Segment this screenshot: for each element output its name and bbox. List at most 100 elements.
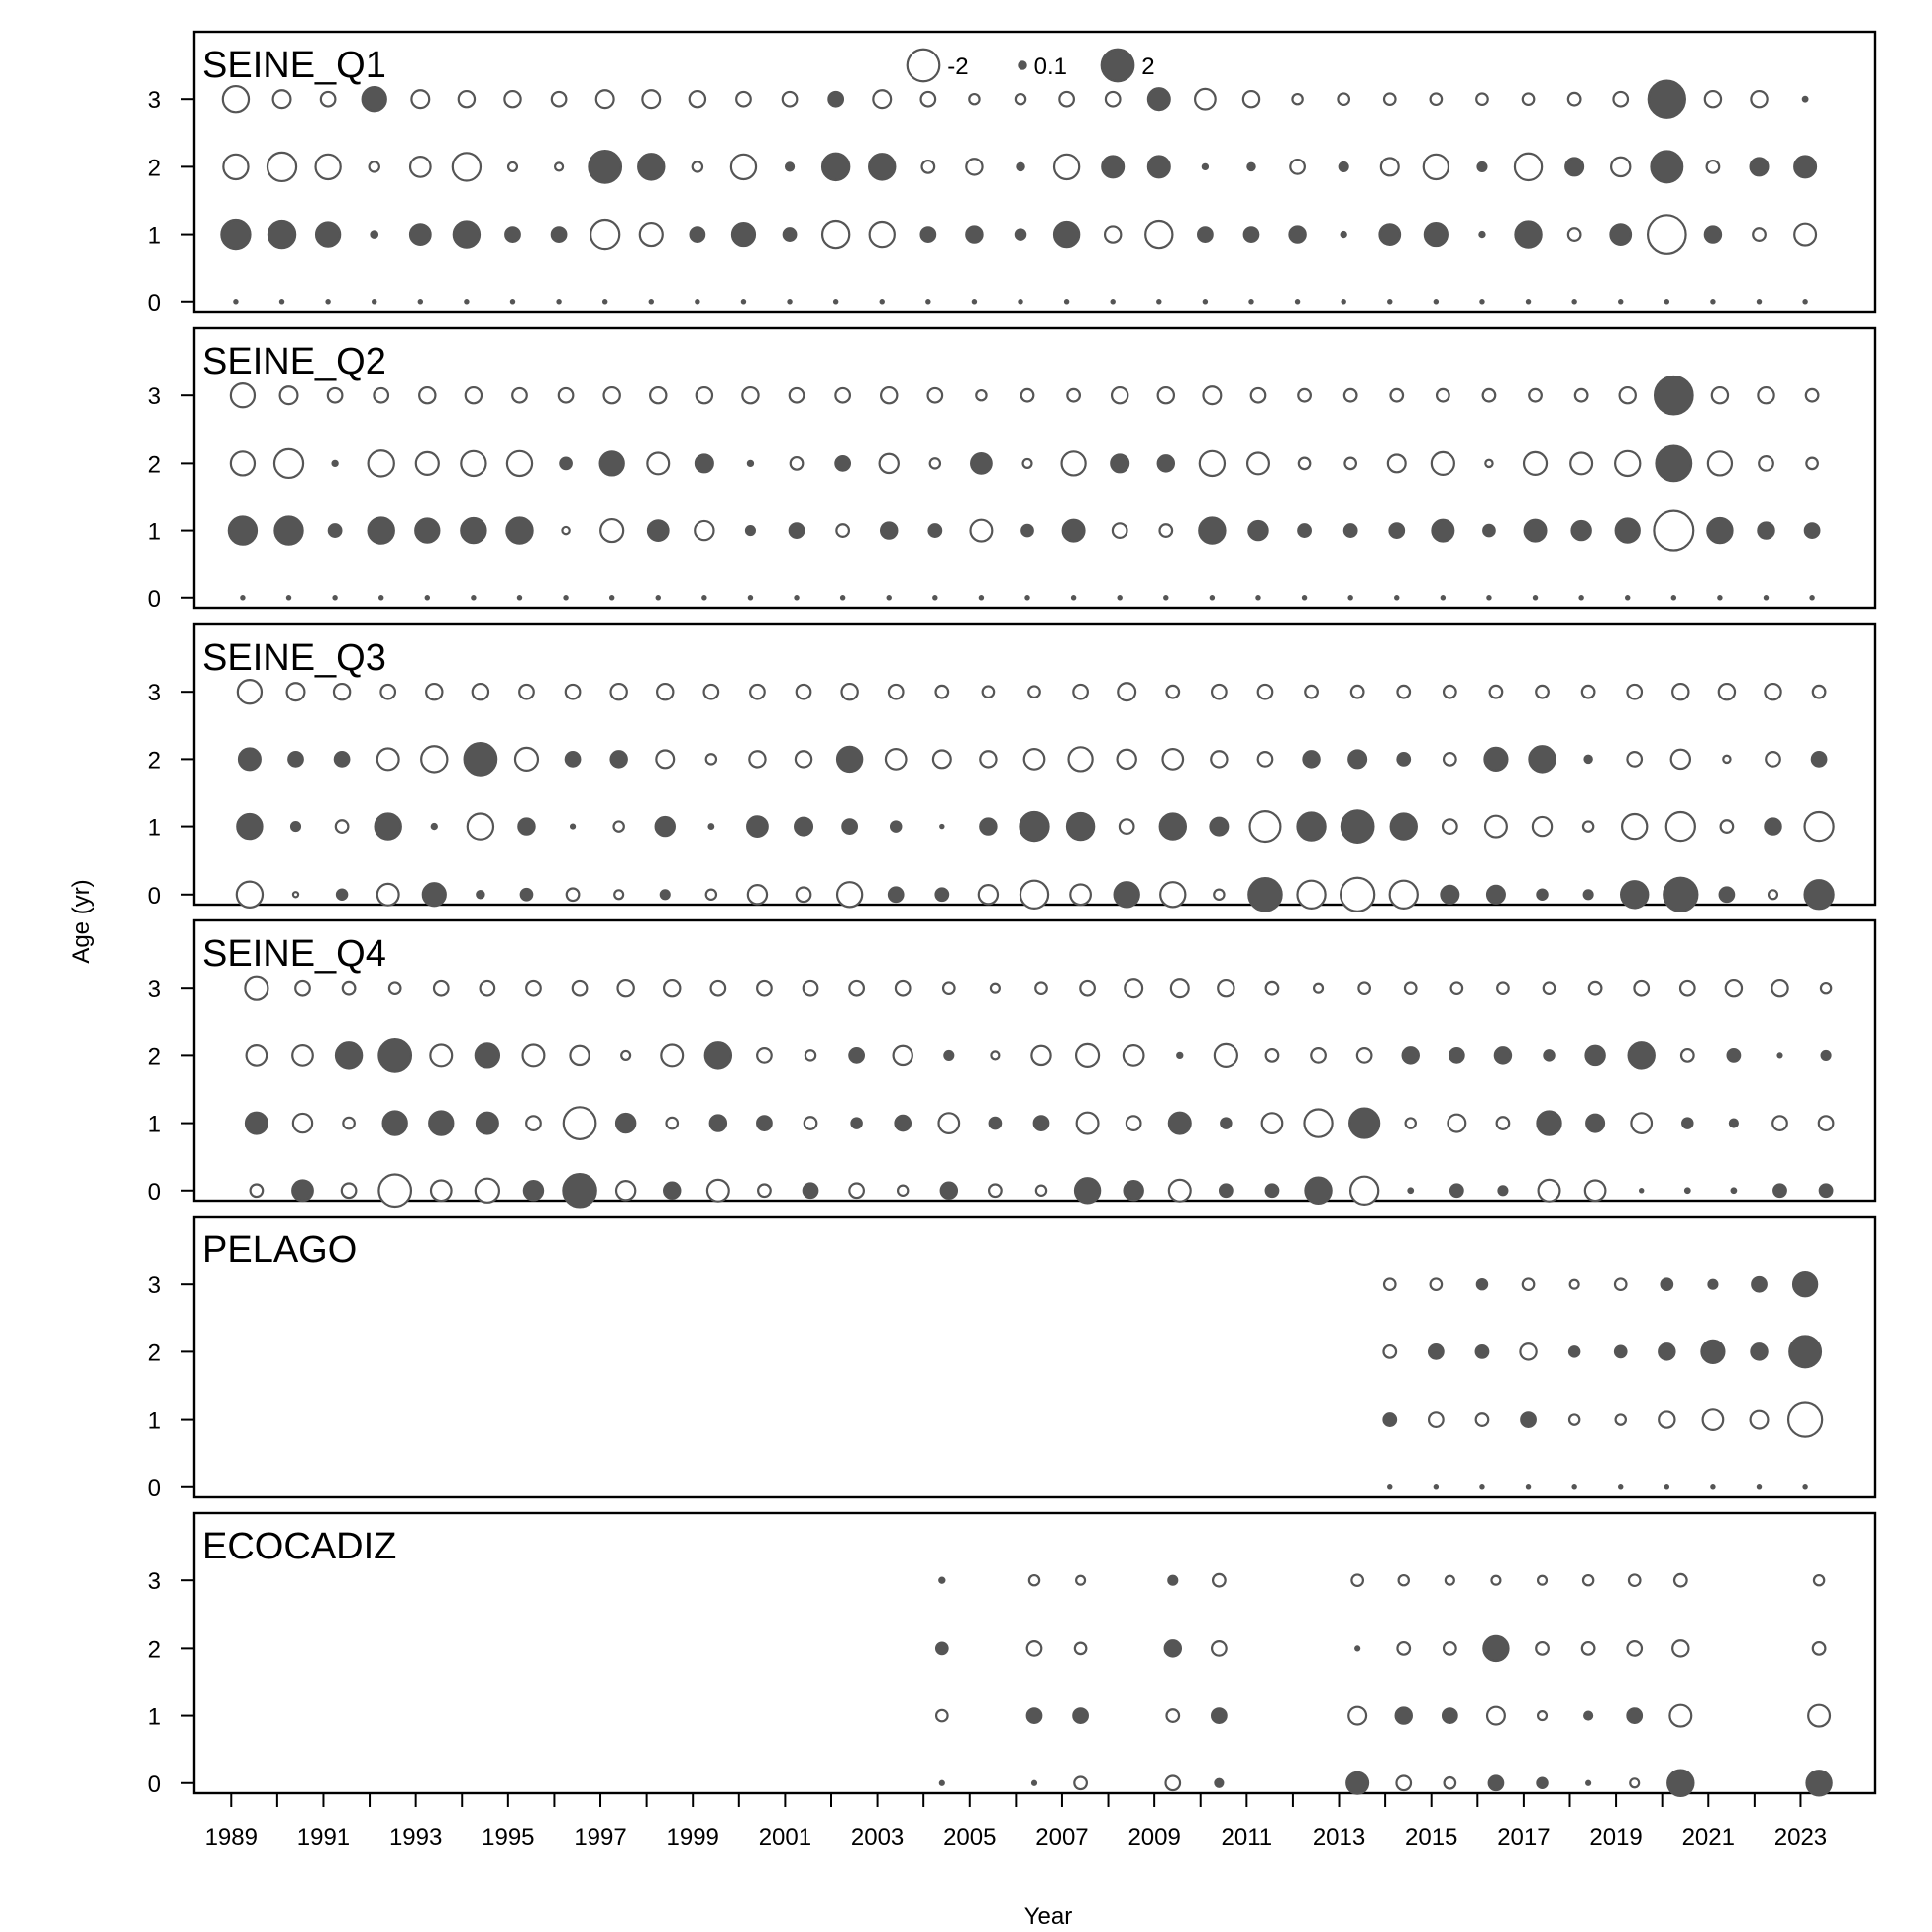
residual-bubble [387,981,402,996]
legend-marker [1100,48,1135,83]
residual-bubble [1301,595,1308,601]
residual-bubble [377,1038,413,1073]
residual-bubble [695,299,700,305]
residual-bubble [1122,1043,1145,1067]
residual-bubble [659,889,671,901]
residual-bubble [1483,814,1508,839]
residual-bubble [1618,1484,1624,1490]
residual-bubble [333,751,351,768]
panel-seine-q3: SEINE_Q3 0 1 2 3 [148,622,1877,912]
residual-bubble [569,1044,590,1067]
residual-bubble [1198,516,1227,545]
residual-bubble [1022,747,1046,771]
x-tick-label: 1995 [482,1824,534,1851]
residual-bubble [794,595,800,601]
residual-bubble [1756,1484,1763,1490]
residual-bubble [503,89,522,109]
y-tick-label: 1 [148,1408,161,1435]
residual-bubble [1671,682,1690,701]
residual-bubble [975,388,988,402]
residual-bubble [1490,1574,1502,1586]
residual-bubble [1521,92,1536,107]
residual-bubble [1264,1183,1280,1199]
residual-bubble [965,158,984,176]
legend-label: 0.1 [1034,54,1067,80]
residual-bubble [1407,1187,1415,1195]
residual-bubble [1485,884,1506,905]
residual-bubble [1750,89,1769,109]
residual-bubble [609,682,628,701]
residual-bubble [704,753,718,766]
residual-bubble [1198,449,1227,478]
residual-bubble [1020,387,1035,403]
residual-bubble [1571,299,1577,305]
residual-bubble [1706,516,1734,545]
residual-bubble [1146,87,1171,112]
residual-bubble [1382,1277,1397,1292]
residual-bubble [1065,811,1096,842]
residual-bubble [1163,1639,1183,1658]
residual-bubble [887,683,905,700]
residual-bubble [1536,1574,1549,1586]
residual-bubble [1717,595,1723,601]
residual-bubble [789,455,805,471]
residual-bubble [1525,1484,1532,1490]
residual-bubble [1703,89,1723,109]
residual-bubble [1213,888,1226,902]
residual-bubble [1585,1779,1592,1786]
residual-bubble [1749,157,1770,177]
residual-bubble [245,1043,268,1067]
residual-bubble [1653,375,1694,416]
residual-bubble [1339,876,1376,912]
residual-bubble [513,746,540,772]
residual-bubble [1669,748,1692,771]
residual-bubble [1749,1409,1770,1430]
residual-bubble [990,1050,1001,1061]
residual-bubble [1404,1117,1417,1129]
residual-bubble [1213,1042,1238,1068]
residual-bubble [562,1173,597,1209]
residual-bubble [1679,1047,1695,1063]
chart-panels: SEINE_Q10123SEINE_Q20123SEINE_Q30123SEIN… [148,30,1877,1798]
residual-bubble [646,519,670,542]
residual-bubble [1580,1640,1596,1656]
residual-bubble [802,979,819,997]
residual-bubble [749,683,766,700]
residual-bubble [1658,1410,1676,1429]
panel-frame [192,326,1877,610]
residual-bubble [614,1112,637,1134]
residual-bubble [1626,683,1644,700]
residual-bubble [1660,1277,1674,1292]
residual-bubble [1256,751,1274,768]
residual-bubble [1348,1107,1381,1139]
residual-bubble [1567,1413,1581,1426]
residual-bubble [1396,751,1412,767]
residual-bubble [1167,1111,1192,1135]
residual-bubble [1165,684,1181,699]
residual-bubble [939,823,945,830]
panel-frame [192,918,1877,1203]
residual-bubble [889,820,903,833]
residual-bubble [291,1112,314,1134]
residual-bubble [1217,978,1235,998]
residual-bubble [1034,981,1048,996]
residual-bubble [368,161,380,173]
residual-bubble [1113,881,1140,909]
residual-bubble [1396,1640,1412,1656]
residual-bubble [326,386,344,404]
residual-bubble [1289,159,1306,175]
residual-bubble [688,89,707,109]
residual-bubble [471,682,490,701]
residual-bubble [1750,1342,1769,1361]
residual-bubble [1819,981,1833,995]
residual-bubble [756,1115,773,1131]
residual-bubble [377,595,384,601]
residual-bubble [746,459,755,468]
residual-bubble [590,218,621,251]
residual-bubble [285,682,306,702]
residual-bubble [1387,1484,1393,1490]
panel-title: PELAGO [202,1230,357,1271]
x-tick-label: 2001 [759,1824,811,1851]
residual-bubble [928,457,942,470]
x-tick-label: 2013 [1313,1824,1365,1851]
